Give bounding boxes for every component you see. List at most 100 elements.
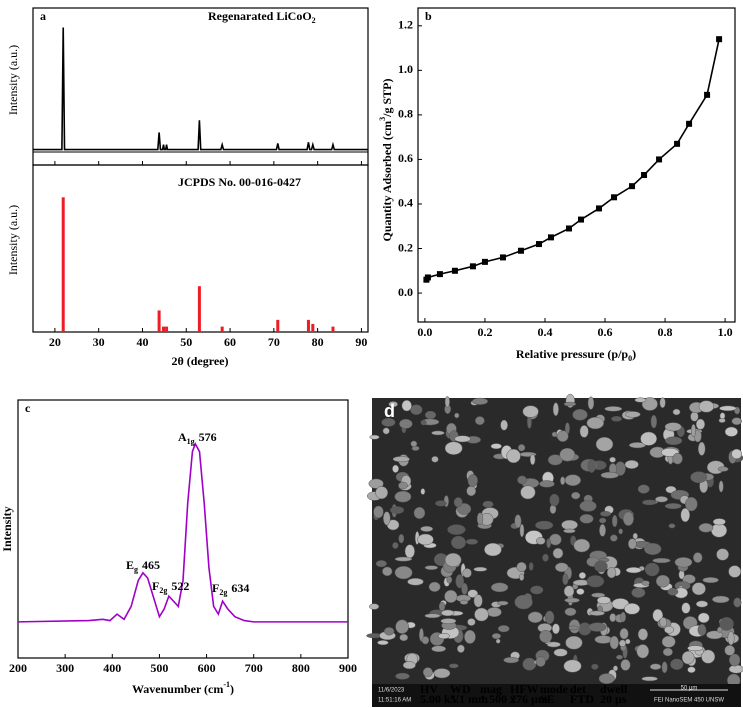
particle: [472, 397, 489, 405]
marker: [424, 274, 431, 281]
subplot-title-part: 2: [312, 16, 316, 25]
particle: [514, 594, 533, 610]
stick: [61, 197, 65, 332]
marker: [596, 205, 603, 212]
particle: [562, 573, 569, 586]
particle: [553, 648, 568, 657]
particle: [636, 644, 650, 659]
particle: [398, 533, 405, 544]
particle: [464, 629, 476, 644]
peak-symbol: F: [212, 581, 219, 595]
particle: [447, 524, 466, 535]
particle: [420, 488, 426, 495]
particle: [598, 673, 615, 685]
y-tick-label: 0.6: [398, 151, 413, 165]
particle: [719, 405, 737, 412]
particle: [563, 528, 576, 534]
info-bar: [372, 684, 741, 707]
particle: [619, 628, 629, 640]
particle: [546, 641, 561, 648]
particle: [586, 416, 605, 430]
particle: [670, 658, 684, 670]
particle: [706, 630, 723, 640]
panel-label: c: [25, 401, 31, 415]
particle: [610, 534, 618, 542]
x-tick-label: 90: [355, 335, 367, 349]
particle: [560, 476, 566, 485]
particle: [716, 548, 729, 561]
particle: [632, 532, 638, 540]
field-name: dwell: [600, 682, 628, 696]
particle: [420, 525, 434, 532]
particle: [473, 566, 488, 572]
field-value: 1 500 x: [480, 692, 516, 706]
x-tick-label: 60: [224, 335, 236, 349]
particle: [552, 547, 564, 559]
particle: [695, 418, 706, 430]
x-axis-title-part: 0: [628, 354, 632, 363]
peak-subscript: 1g: [187, 437, 195, 446]
particle: [454, 412, 460, 419]
particle: [661, 635, 676, 648]
x-tick-label: 600: [198, 661, 216, 675]
particle: [661, 661, 668, 674]
particle: [519, 573, 525, 581]
x-axis-title-part: ): [632, 347, 636, 361]
particle: [404, 544, 415, 559]
field-value: 5.00 kV: [420, 692, 460, 706]
particle: [392, 542, 399, 549]
particle: [622, 511, 634, 526]
particle: [438, 601, 446, 612]
x-tick-label: 80: [312, 335, 324, 349]
x-tick-label: 0.4: [537, 325, 552, 339]
peak-subscript: g: [134, 565, 138, 574]
marker: [629, 183, 636, 190]
particle: [712, 595, 730, 604]
peak-value: 576: [199, 430, 217, 444]
peak-label: Eg 465: [126, 558, 160, 575]
particle: [563, 659, 582, 673]
particle: [616, 654, 623, 660]
particle: [591, 592, 606, 598]
y-axis-title: Intensity (a.u.): [6, 205, 20, 275]
stick: [161, 326, 165, 332]
particle: [565, 635, 583, 650]
x-tick-label: 50: [180, 335, 192, 349]
marker: [451, 267, 458, 274]
particle: [718, 480, 724, 493]
marker: [535, 241, 542, 248]
data-line: [17, 441, 348, 623]
particle: [718, 418, 726, 423]
field-name: mag: [480, 682, 502, 696]
particle: [728, 565, 742, 578]
peak-symbol: F: [152, 579, 159, 593]
particle: [733, 597, 742, 608]
y-tick-label: 1.0: [398, 62, 413, 76]
particle: [625, 638, 631, 645]
peak-subscript: 2g: [159, 586, 167, 595]
particle: [701, 649, 716, 664]
marker: [469, 263, 476, 270]
particle: [535, 656, 546, 667]
y-axis-title-part: 3: [378, 117, 387, 121]
particle: [440, 618, 457, 624]
peak-label: A1g 576: [178, 430, 217, 447]
particle: [719, 617, 734, 631]
particle: [444, 552, 462, 568]
particle: [392, 464, 399, 473]
particle: [717, 466, 729, 472]
particle: [618, 639, 626, 647]
particle: [600, 471, 619, 479]
particle: [618, 528, 623, 535]
particle: [530, 585, 544, 595]
field-value: SE: [540, 692, 555, 706]
stick: [311, 323, 315, 332]
particle: [382, 427, 390, 435]
particle: [655, 496, 668, 503]
particle: [491, 633, 501, 640]
particle: [484, 542, 502, 557]
stick: [165, 326, 169, 332]
particle: [729, 653, 741, 667]
particle: [609, 635, 619, 650]
marker: [517, 247, 524, 254]
